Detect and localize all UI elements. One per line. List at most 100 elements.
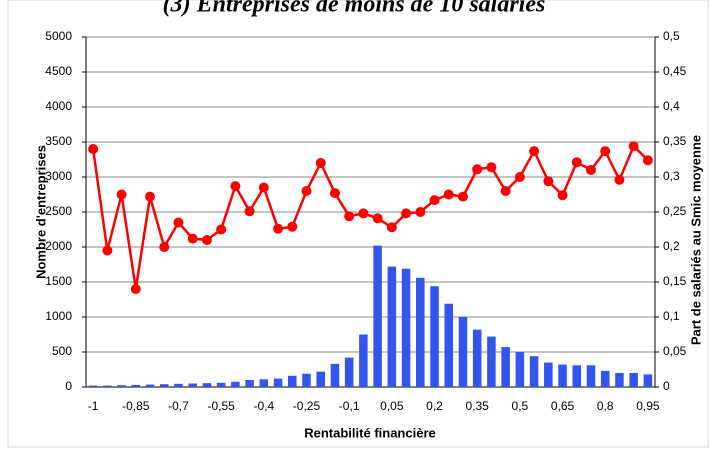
y2-tick-label: 0,05 xyxy=(663,344,687,358)
bar xyxy=(373,245,382,387)
y2-tick-label: 0,4 xyxy=(663,99,680,113)
bar xyxy=(131,384,141,387)
x-tick-label: -1 xyxy=(88,399,99,413)
y-tick-label: 3500 xyxy=(45,134,72,148)
bar xyxy=(430,286,439,387)
bar xyxy=(159,384,169,387)
line-marker xyxy=(386,222,397,233)
bar xyxy=(188,383,197,387)
bar xyxy=(202,383,212,387)
line-marker xyxy=(358,208,369,219)
line-marker xyxy=(173,217,184,228)
y-axis-title: Nombre d'entreprises xyxy=(33,145,48,279)
x-axis-title: Rentabilité financière xyxy=(304,425,435,440)
y-tick-label: 1500 xyxy=(45,274,72,288)
y-tick-label: 500 xyxy=(52,344,72,358)
bar xyxy=(629,373,638,387)
bar xyxy=(259,379,269,387)
x-tick-label: 0,05 xyxy=(380,399,404,413)
bar xyxy=(558,364,567,387)
y-tick-label: 2500 xyxy=(45,204,72,218)
line-marker xyxy=(244,206,255,217)
bar xyxy=(359,334,368,387)
bar xyxy=(544,362,553,387)
y2-tick-label: 0,15 xyxy=(663,274,687,288)
bar xyxy=(515,352,525,387)
bar xyxy=(572,365,582,387)
bar xyxy=(529,356,539,387)
x-tick-label: 0,35 xyxy=(466,399,490,413)
bar xyxy=(344,357,354,387)
bar xyxy=(586,365,596,387)
bar xyxy=(302,373,311,387)
line-marker xyxy=(600,146,611,157)
line-marker xyxy=(273,223,284,234)
y2-tick-label: 0,1 xyxy=(663,309,680,323)
bar xyxy=(88,385,98,387)
line-marker xyxy=(116,189,127,200)
bar xyxy=(416,277,425,387)
y-tick-label: 5000 xyxy=(45,29,72,43)
line-marker xyxy=(301,186,312,196)
line-marker xyxy=(159,242,170,252)
line-marker xyxy=(500,186,511,196)
line-marker xyxy=(415,207,426,217)
y2-axis-title: Part de salariés au Smic moyenne xyxy=(688,135,703,345)
line-marker xyxy=(486,162,497,173)
line-marker xyxy=(443,189,454,200)
y-tick-label: 3000 xyxy=(45,169,72,183)
bar xyxy=(401,268,411,387)
bar xyxy=(487,336,496,387)
line-marker xyxy=(543,176,554,187)
x-tick-label: -0,55 xyxy=(207,399,235,413)
line-marker xyxy=(315,158,326,168)
line-marker xyxy=(457,191,468,202)
x-tick-label: -0,7 xyxy=(168,399,189,413)
y-tick-label: 1000 xyxy=(45,309,72,323)
line-marker xyxy=(372,213,383,224)
line-marker xyxy=(429,195,440,206)
line-marker xyxy=(642,155,653,166)
line-marker xyxy=(529,146,540,157)
line-marker xyxy=(201,235,212,245)
line-marker xyxy=(557,190,568,201)
line-marker xyxy=(230,181,241,192)
bar xyxy=(273,378,283,387)
x-tick-label: -0,1 xyxy=(339,399,360,413)
line-marker xyxy=(514,172,525,182)
bar xyxy=(245,380,254,387)
line-marker xyxy=(614,174,625,185)
bar xyxy=(643,374,653,387)
line-marker xyxy=(585,165,596,175)
line-marker xyxy=(216,224,227,235)
line-marker xyxy=(187,233,198,244)
y2-tick-label: 0,3 xyxy=(663,169,680,183)
x-tick-label: 0,2 xyxy=(426,399,443,413)
bar xyxy=(145,384,155,387)
line-marker xyxy=(145,191,156,202)
bar xyxy=(600,370,610,387)
x-tick-label: -0,25 xyxy=(293,399,321,413)
line-marker xyxy=(258,182,269,193)
bar xyxy=(103,385,112,387)
y2-tick-label: 0,45 xyxy=(663,64,687,78)
line-marker xyxy=(287,221,298,232)
line-marker xyxy=(130,284,141,294)
bar xyxy=(117,385,126,387)
y2-tick-label: 0,35 xyxy=(663,134,687,148)
chart-frame xyxy=(7,0,709,448)
line-marker xyxy=(329,188,340,199)
y2-tick-label: 0,25 xyxy=(663,204,687,218)
x-tick-label: 0,5 xyxy=(512,399,529,413)
y2-tick-label: 0 xyxy=(663,379,670,393)
line-marker xyxy=(88,144,99,154)
y-tick-label: 4000 xyxy=(45,99,72,113)
y-tick-label: 4500 xyxy=(45,64,72,78)
bar xyxy=(387,266,397,387)
bar xyxy=(174,383,183,387)
y2-tick-label: 0,2 xyxy=(663,239,680,253)
bar xyxy=(216,382,226,387)
bar xyxy=(287,375,297,387)
line xyxy=(91,144,649,290)
